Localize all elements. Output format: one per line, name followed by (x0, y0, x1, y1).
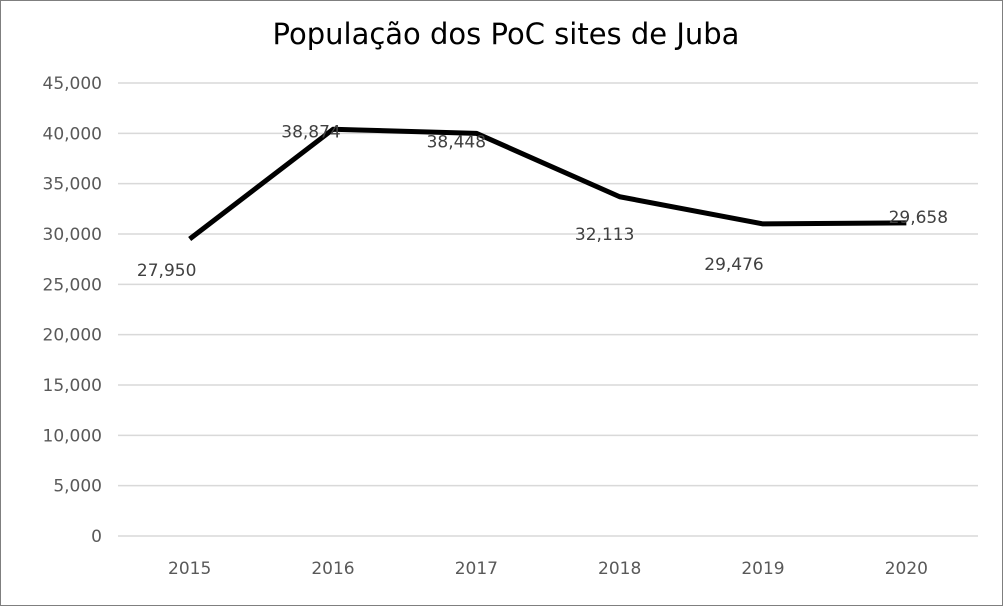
series-line (188, 126, 907, 242)
x-tick-label: 2019 (741, 559, 784, 579)
y-tick-label: 30,000 (43, 225, 102, 245)
data-label: 29,476 (704, 255, 763, 275)
data-label: 27,950 (137, 261, 196, 281)
data-label: 38,448 (427, 132, 486, 152)
y-tick-label: 45,000 (43, 74, 102, 94)
chart-title: População dos PoC sites de Juba (273, 17, 740, 51)
y-tick-label: 25,000 (43, 275, 102, 295)
x-tick-label: 2015 (168, 559, 211, 579)
x-tick-label: 2018 (598, 559, 641, 579)
data-label: 38,874 (281, 122, 340, 142)
y-tick-label: 35,000 (43, 175, 102, 195)
x-tick-label: 2016 (311, 559, 354, 579)
x-tick-label: 2017 (455, 559, 498, 579)
y-tick-label: 5,000 (53, 477, 102, 497)
y-tick-label: 20,000 (43, 326, 102, 346)
data-label: 29,658 (889, 208, 948, 228)
x-tick-label: 2020 (885, 559, 928, 579)
y-tick-label: 0 (91, 527, 102, 547)
y-tick-label: 15,000 (43, 376, 102, 396)
y-tick-label: 10,000 (43, 426, 102, 446)
data-label: 32,113 (575, 225, 634, 245)
y-tick-label: 40,000 (43, 124, 102, 144)
